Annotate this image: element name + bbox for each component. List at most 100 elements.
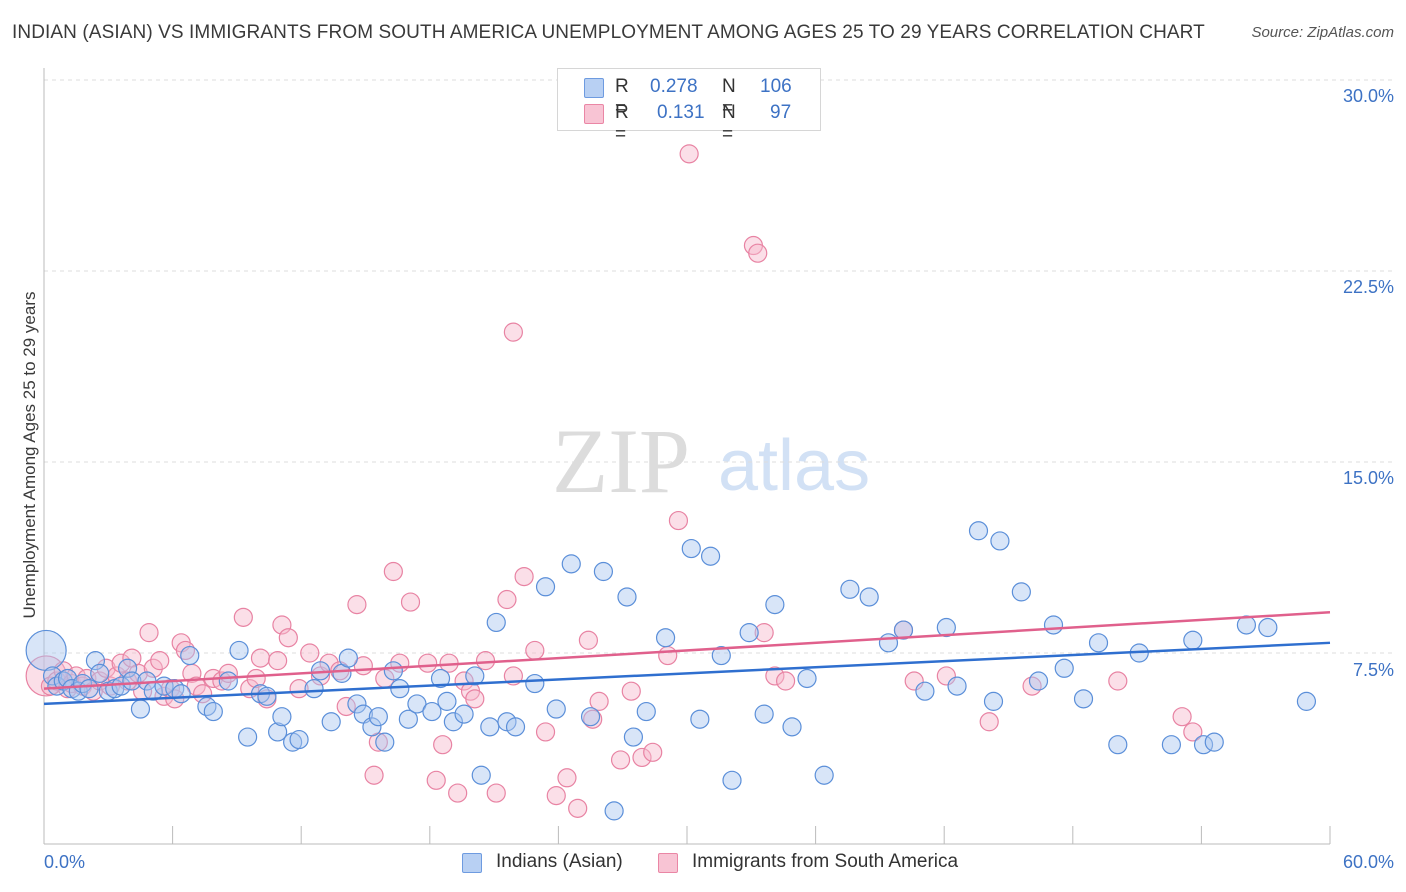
n-label: N = — [722, 76, 736, 119]
data-point — [212, 671, 232, 691]
data-point — [347, 595, 367, 615]
data-point — [658, 645, 678, 666]
data-point — [589, 691, 609, 711]
data-point — [797, 668, 817, 689]
data-point — [368, 707, 388, 727]
data-point — [636, 701, 656, 722]
data-point — [561, 554, 581, 574]
data-point — [765, 666, 785, 686]
pink-swatch — [584, 104, 604, 124]
data-point — [525, 673, 545, 694]
data-point — [383, 561, 403, 582]
r-value: 0.131 — [657, 102, 705, 123]
y-tick-label: 15.0% — [1342, 468, 1394, 488]
y-tick-label: 22.5% — [1342, 277, 1394, 297]
data-point — [229, 640, 249, 661]
data-point — [250, 648, 271, 668]
data-point — [475, 651, 496, 671]
data-point — [700, 546, 721, 566]
watermark-zip: ZIP — [552, 410, 690, 512]
data-point — [893, 620, 914, 640]
data-point — [72, 673, 93, 694]
data-point — [272, 707, 292, 727]
data-point — [111, 653, 131, 673]
blue-swatch — [462, 853, 482, 873]
data-point — [936, 617, 956, 638]
watermark: ZIP atlas — [552, 410, 870, 512]
data-point — [739, 623, 759, 643]
data-point — [139, 623, 159, 643]
data-point — [578, 630, 599, 650]
pink-swatch — [658, 853, 678, 873]
data-point — [583, 709, 603, 729]
data-point — [375, 732, 395, 752]
axes — [43, 68, 1331, 845]
data-point — [233, 607, 253, 627]
data-point — [85, 651, 106, 671]
data-point — [775, 671, 796, 691]
data-point — [289, 729, 309, 750]
data-point — [535, 577, 556, 597]
watermark-atlas: atlas — [718, 426, 870, 506]
data-point — [193, 684, 213, 704]
chart-title: INDIAN (ASIAN) VS IMMIGRANTS FROM SOUTH … — [12, 22, 1205, 43]
data-point — [122, 671, 142, 691]
data-point — [25, 629, 67, 672]
data-point — [617, 587, 637, 607]
data-point — [362, 717, 382, 737]
data-point — [90, 663, 110, 683]
data-point — [878, 633, 899, 653]
data-point — [1073, 689, 1094, 709]
data-point — [643, 742, 663, 762]
data-point — [180, 645, 200, 666]
immigrants-trend-line — [43, 611, 1331, 690]
data-point — [400, 592, 421, 612]
y-tick-label: 30.0% — [1342, 86, 1394, 106]
data-point — [1028, 671, 1049, 691]
legend-label: Indians (Asian) — [496, 851, 623, 872]
r-label: R = — [615, 76, 629, 119]
data-point — [1088, 633, 1109, 653]
y-tick-label: 7.5% — [1352, 660, 1394, 680]
r-value: 0.278 — [650, 76, 698, 97]
data-point — [465, 689, 485, 709]
data-point — [655, 628, 676, 648]
n-label: N = — [722, 102, 736, 145]
data-point — [238, 727, 258, 747]
data-point — [604, 801, 624, 821]
data-point — [426, 770, 446, 790]
data-point — [203, 701, 223, 722]
data-point — [1108, 735, 1128, 755]
trend-lines — [43, 611, 1331, 706]
data-point — [623, 727, 644, 747]
data-point — [1011, 582, 1031, 602]
correlation-legend: R = 0.278 N = 106 R = 0.131 N = 97 — [557, 68, 821, 145]
data-point — [503, 322, 523, 342]
r-label: R = — [615, 102, 629, 145]
data-point — [338, 648, 358, 668]
data-point — [278, 628, 298, 648]
n-value: 97 — [770, 102, 792, 123]
data-point — [840, 579, 860, 599]
data-point — [437, 691, 457, 711]
data-point — [979, 712, 999, 732]
data-point — [1258, 617, 1278, 638]
data-point — [610, 750, 631, 770]
data-point — [96, 658, 116, 678]
data-point — [480, 717, 500, 737]
data-point — [668, 510, 689, 531]
data-point — [568, 798, 588, 818]
data-point — [79, 679, 99, 699]
data-point — [407, 694, 427, 714]
data-point — [321, 712, 341, 732]
data-point — [1296, 691, 1317, 711]
data-point — [621, 681, 641, 701]
data-point — [990, 531, 1010, 551]
data-point — [304, 679, 324, 699]
data-point — [1183, 630, 1203, 650]
data-point — [754, 704, 774, 724]
data-point — [1108, 671, 1128, 691]
data-point — [722, 770, 742, 790]
data-point — [268, 651, 288, 671]
data-point — [347, 694, 367, 714]
